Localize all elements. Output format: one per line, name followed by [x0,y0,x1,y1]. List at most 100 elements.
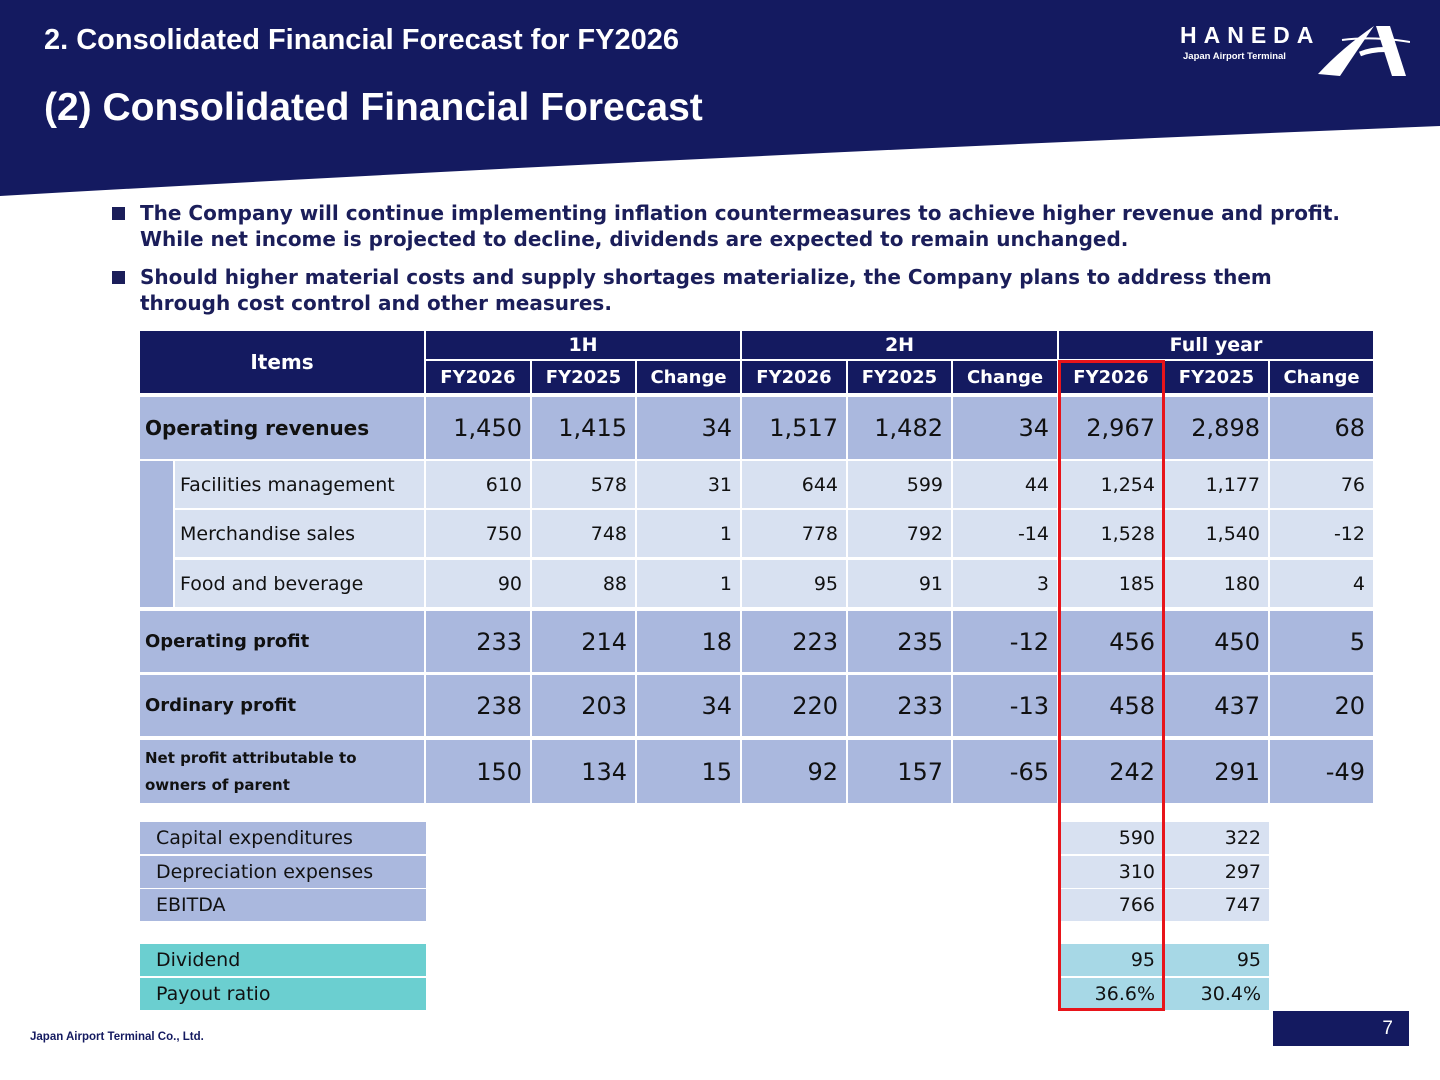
capex-fy2026-value: 590 [1059,822,1163,854]
table-cell: 792 [848,510,951,557]
row-label: Ordinary profit [140,675,424,736]
table-cell: -65 [953,740,1057,803]
table-cell: 214 [532,611,635,672]
table-cell: 1,254 [1059,461,1163,508]
row-label: Net profit attributable to owners of par… [140,740,424,803]
table-cell: 644 [742,461,846,508]
bullet-text: Should higher material costs and supply … [140,265,1272,315]
table-cell: 458 [1059,675,1163,736]
table-cell: 233 [848,675,951,736]
table-cell: 242 [1059,740,1163,803]
table-cell: -12 [1270,510,1373,557]
table-cell: 150 [426,740,530,803]
table-cell: 44 [953,461,1057,508]
capex-label: EBITDA [140,889,426,921]
table-cell: 1,528 [1059,510,1163,557]
table-cell: 1,177 [1165,461,1268,508]
dividend-fy2025-value: 30.4% [1165,978,1269,1010]
table-cell: 578 [532,461,635,508]
table-cell: 4 [1270,560,1373,607]
logo-wordmark: HANEDA [1180,22,1321,48]
section-title: 2. Consolidated Financial Forecast for F… [44,24,679,56]
table-cell: -49 [1270,740,1373,803]
table-cell: 2,898 [1165,397,1268,459]
table-cell: 90 [426,560,530,607]
column-group-header: 2H [742,331,1057,359]
table-cell: 1,450 [426,397,530,459]
table-cell: 95 [742,560,846,607]
footer-company: Japan Airport Terminal Co., Ltd. [30,1031,204,1043]
dividend-fy2025-value: 95 [1165,944,1269,976]
dividend-label: Dividend [140,944,426,976]
table-cell: 748 [532,510,635,557]
capex-label: Capital expenditures [140,822,426,854]
square-bullet-icon [112,207,125,220]
column-subheader: Change [637,361,740,393]
table-cell: 220 [742,675,846,736]
column-subheader: FY2025 [1165,361,1268,393]
table-cell: 291 [1165,740,1268,803]
table-cell: 92 [742,740,846,803]
header-banner [0,0,1440,196]
table-cell: 185 [1059,560,1163,607]
column-subheader: FY2026 [426,361,530,393]
table-cell: 1,540 [1165,510,1268,557]
row-label: Food and beverage [175,560,424,607]
table-cell: 1 [637,510,740,557]
column-subheader: FY2025 [848,361,951,393]
capex-fy2026-value: 766 [1059,889,1163,921]
items-header: Items [140,331,424,393]
logo-subtitle: Japan Airport Terminal [1183,51,1286,62]
column-subheader: FY2026 [1059,361,1163,393]
table-cell: 1 [637,560,740,607]
table-cell: 34 [637,675,740,736]
column-subheader: FY2026 [742,361,846,393]
table-cell: 1,482 [848,397,951,459]
table-cell: 610 [426,461,530,508]
table-cell: -13 [953,675,1057,736]
square-bullet-icon [112,271,125,284]
table-cell: 3 [953,560,1057,607]
table-cell: 18 [637,611,740,672]
dividend-label: Payout ratio [140,978,426,1010]
row-label: Facilities management [175,461,424,508]
table-cell: 450 [1165,611,1268,672]
column-group-header: 1H [426,331,740,359]
table-cell: 157 [848,740,951,803]
table-cell: 34 [637,397,740,459]
table-cell: 750 [426,510,530,557]
table-cell: 91 [848,560,951,607]
table-cell: 456 [1059,611,1163,672]
fy2026-highlight-frame [1058,360,1165,1011]
row-label: Operating revenues [140,397,424,459]
table-cell: 15 [637,740,740,803]
column-subheader: FY2025 [532,361,635,393]
table-cell: 1,517 [742,397,846,459]
row-label: Merchandise sales [175,510,424,557]
page-number: 7 [1273,1011,1409,1046]
capex-fy2026-value: 310 [1059,856,1163,888]
capex-label: Depreciation expenses [140,856,426,888]
table-cell: 437 [1165,675,1268,736]
indent-strip [140,461,173,607]
table-cell: 599 [848,461,951,508]
page-title: (2) Consolidated Financial Forecast [44,86,703,129]
dividend-fy2026-value: 36.6% [1059,978,1163,1010]
table-cell: 20 [1270,675,1373,736]
table-cell: 68 [1270,397,1373,459]
table-cell: 235 [848,611,951,672]
capex-fy2025-value: 747 [1165,889,1269,921]
bullet-point: The Company will continue implementing i… [112,200,1402,252]
haneda-logo: HANEDA Japan Airport Terminal [1180,22,1410,82]
table-cell: 1,415 [532,397,635,459]
table-cell: 134 [532,740,635,803]
capex-fy2025-value: 322 [1165,822,1269,854]
table-cell: 223 [742,611,846,672]
table-cell: 5 [1270,611,1373,672]
dividend-fy2026-value: 95 [1059,944,1163,976]
table-cell: 233 [426,611,530,672]
table-cell: 88 [532,560,635,607]
table-cell: -12 [953,611,1057,672]
table-cell: -14 [953,510,1057,557]
column-subheader: Change [953,361,1057,393]
